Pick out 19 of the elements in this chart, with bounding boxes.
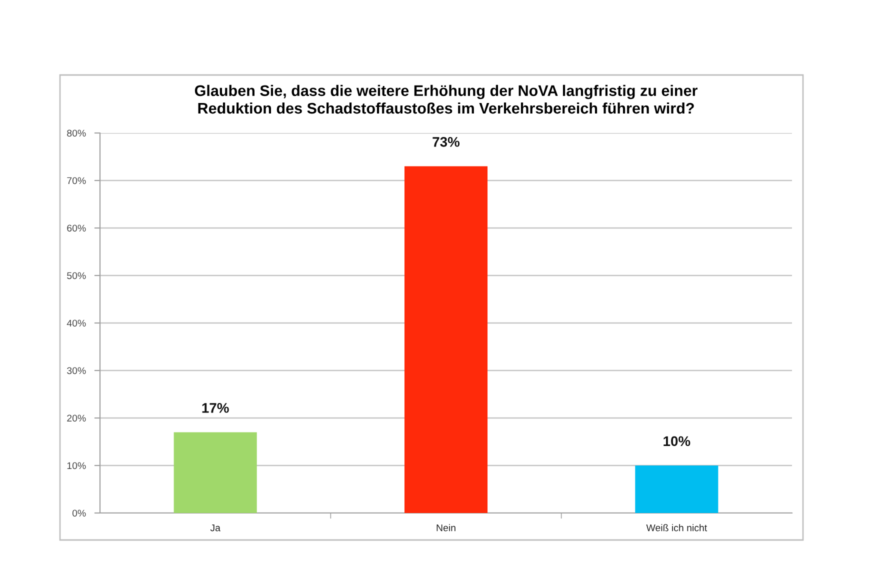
data-label: 17% xyxy=(202,403,229,413)
y-tick-label: 60% xyxy=(67,224,86,232)
x-tick-label: Ja xyxy=(210,524,220,532)
data-label: 73% xyxy=(432,137,460,147)
bar xyxy=(635,466,718,513)
y-tick-label: 70% xyxy=(67,177,86,184)
y-tick-label: 40% xyxy=(66,320,86,327)
chart-title: Glauben Sie, dass die weitere Erhöhung der NoVA langfristig zu einer Reduktion des Schadstoffaustoßes im Verkehrsbereich führen wird? xyxy=(194,84,698,114)
x-tick-label: Weiß ich nicht xyxy=(646,524,708,532)
y-tick-label: 50% xyxy=(67,272,86,280)
y-tick-label: 30% xyxy=(67,367,86,374)
data-label: 10% xyxy=(664,436,690,446)
y-tick-label: 0% xyxy=(72,510,86,517)
bar xyxy=(174,432,257,513)
y-tick-label: 20% xyxy=(67,414,86,422)
x-tick-label: Nein xyxy=(436,524,456,532)
bar xyxy=(404,166,488,513)
y-tick-label: 80% xyxy=(67,130,86,137)
y-tick-label: 10% xyxy=(67,462,86,470)
